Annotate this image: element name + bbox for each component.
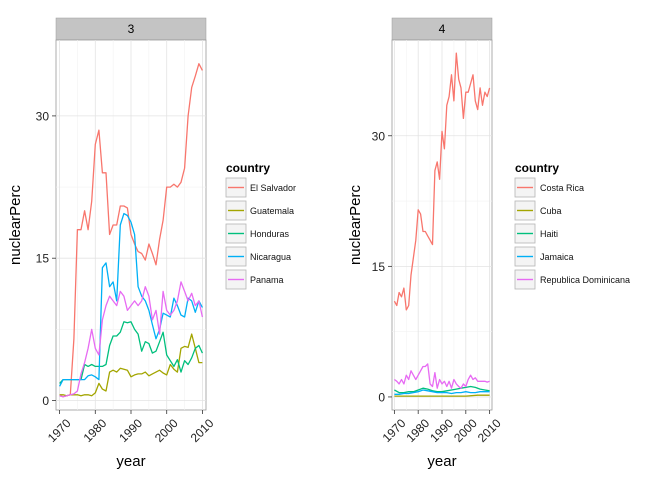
legend: country El Salvador Guatemala Honduras Nicar… xyxy=(225,161,296,290)
facet-strip-label: 3 xyxy=(128,22,135,36)
gridlines xyxy=(392,40,492,410)
legend-item: Panama xyxy=(225,269,284,290)
x-axis-title: year xyxy=(116,453,145,470)
series-line-el-salvador xyxy=(59,63,203,398)
x-tick-label: 2010 xyxy=(188,416,217,445)
legend-item: El Salvador xyxy=(225,177,296,198)
x-tick-label: 1970 xyxy=(45,416,74,445)
y-axis-title: nuclearPerc xyxy=(347,184,364,265)
y-tick-label: 15 xyxy=(36,252,50,266)
legend-item: Costa Rica xyxy=(514,177,584,198)
legend-title: country xyxy=(515,161,559,175)
x-tick-label: 2000 xyxy=(152,416,181,445)
legend-label: Nicaragua xyxy=(250,252,291,262)
legend-item: Jamaica xyxy=(514,246,574,267)
y-tick-label: 0 xyxy=(42,394,49,408)
series-line-republica-dominicana xyxy=(394,363,490,389)
y-axis-title: nuclearPerc xyxy=(7,184,24,265)
legend-label: Costa Rica xyxy=(540,183,584,193)
legend-item: Haiti xyxy=(514,223,558,244)
gridlines xyxy=(56,40,206,410)
legend-label: El Salvador xyxy=(250,183,296,193)
x-tick-label: 1990 xyxy=(427,416,456,445)
x-axis-title: year xyxy=(427,453,456,470)
legend-label: Guatemala xyxy=(250,206,294,216)
y-tick-label: 0 xyxy=(378,390,385,404)
series-line-honduras xyxy=(59,321,203,384)
series-line-haiti xyxy=(394,385,490,394)
series-line-panama xyxy=(59,281,204,398)
legend-label: Honduras xyxy=(250,229,290,239)
series-line-costa-rica xyxy=(393,52,491,311)
legend-item: Cuba xyxy=(514,200,562,221)
y-tick-label: 15 xyxy=(372,260,386,274)
series-line-nicaragua xyxy=(59,212,203,387)
legend-label: Panama xyxy=(250,275,284,285)
legend-label: Republica Dominicana xyxy=(540,275,630,285)
x-tick-label: 1990 xyxy=(116,416,145,445)
legend-label: Cuba xyxy=(540,206,562,216)
y-tick-label: 30 xyxy=(372,129,386,143)
legend-title: country xyxy=(226,161,270,175)
legend-item: Honduras xyxy=(225,223,290,244)
x-tick-label: 1980 xyxy=(81,416,110,445)
series-line-cuba xyxy=(394,394,490,397)
x-tick-label: 1970 xyxy=(380,416,409,445)
y-tick-label: 30 xyxy=(36,109,50,123)
legend-item: Guatemala xyxy=(225,200,294,221)
legend: country Costa Rica Cuba Haiti Jamaica Republi… xyxy=(514,161,630,290)
legend-label: Haiti xyxy=(540,229,558,239)
legend-item: Republica Dominicana xyxy=(514,269,630,290)
legend-label: Jamaica xyxy=(540,252,574,262)
x-tick-label: 2010 xyxy=(475,416,504,445)
x-tick-label: 2000 xyxy=(451,416,480,445)
facet-strip-label: 4 xyxy=(439,22,446,36)
x-tick-label: 1980 xyxy=(403,416,432,445)
legend-item: Nicaragua xyxy=(225,246,291,267)
series-line-jamaica xyxy=(394,389,490,395)
